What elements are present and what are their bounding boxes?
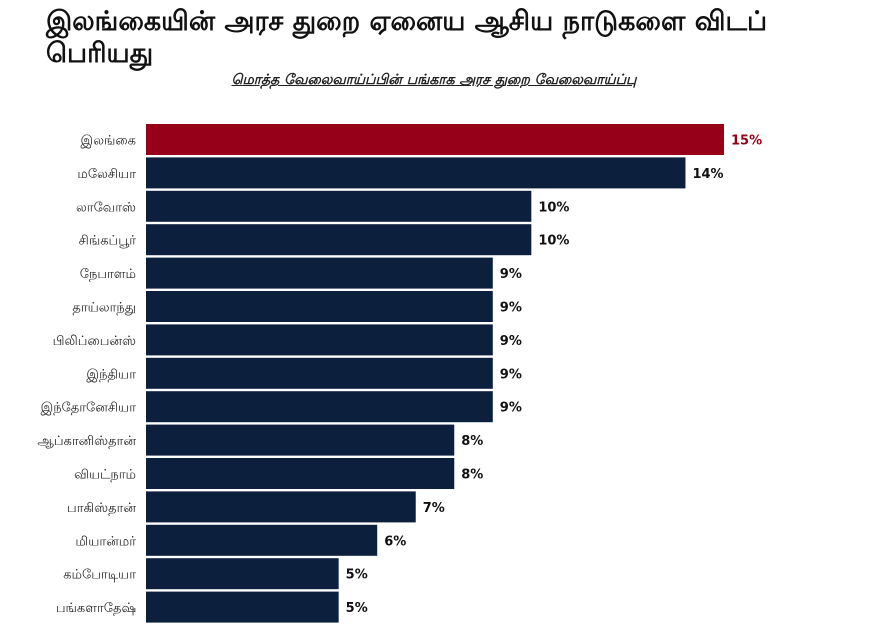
chart-subtitle: மொத்த வேலைவாய்ப்பின் பங்காக அரச துறை வேல… [231,72,637,88]
value-label-0: 15% [731,134,762,149]
bar-10 [146,458,455,489]
value-label-13: 5% [346,568,368,583]
category-label-6: பிலிப்பைன்ஸ் [53,334,136,349]
bar-14 [146,591,339,623]
value-label-11: 7% [423,501,445,516]
bar-7 [146,357,493,389]
bar-13 [146,558,339,590]
value-label-3: 10% [538,234,569,249]
value-label-8: 9% [500,401,522,416]
bar-2 [146,190,532,222]
value-label-7: 9% [500,367,522,382]
category-label-3: சிங்கப்பூர் [79,234,137,249]
value-label-5: 9% [500,301,522,316]
chart-title: இலங்கையின் அரச துறை ஏனைய ஆசிய நாடுகளை வி… [46,6,768,69]
category-label-9: ஆப்கானிஸ்தான் [37,434,136,449]
value-label-9: 8% [461,434,483,449]
bar-9 [146,424,455,456]
category-label-7: இந்தியா [86,367,136,382]
bar-11 [146,491,416,523]
category-label-4: நேபாளம் [80,267,136,282]
category-label-5: தாய்லாந்து [72,301,136,316]
bar-3 [146,224,532,256]
bar-1 [146,157,686,189]
value-label-6: 9% [500,334,522,349]
category-label-11: பாகிஸ்தான் [67,501,136,516]
bar-6 [146,324,493,356]
category-label-14: பங்களாதேஷ் [56,601,136,616]
bar-8 [146,391,493,423]
value-label-14: 5% [346,601,368,616]
category-label-13: கம்போடியா [63,568,136,583]
category-label-10: வியட்நாம் [74,468,136,483]
bar-4 [146,257,493,289]
value-label-2: 10% [538,200,569,215]
category-label-12: மியான்மர் [75,534,136,549]
value-label-10: 8% [461,468,483,483]
bar-12 [146,524,378,556]
bar-5 [146,291,493,322]
category-label-2: லாவோஸ் [76,200,136,215]
value-label-4: 9% [500,267,522,282]
bar-0 [146,124,724,155]
category-label-0: இலங்கை [81,134,136,149]
value-label-12: 6% [384,534,406,549]
category-label-1: மலேசியா [77,167,136,182]
category-label-8: இந்தோனேசியா [41,401,137,416]
value-label-1: 14% [692,167,723,182]
